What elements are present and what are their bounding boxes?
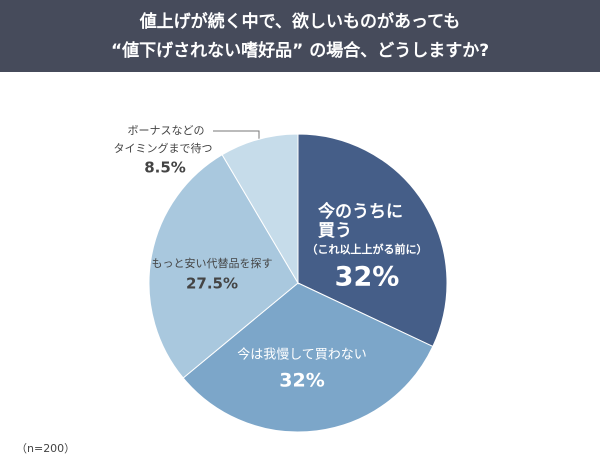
pie-slice	[297, 133, 448, 348]
value-label: 27.5%	[186, 275, 238, 293]
chart-title: 値上げが続く中で、欲しいものがあっても	[139, 11, 461, 32]
pie-slice	[182, 282, 434, 433]
title-bar	[0, 0, 600, 72]
slice-label: もっと安い代替品を探す	[152, 256, 273, 270]
slice-label: 今のうちに	[318, 201, 403, 222]
slice-label: タイミングまで待つ	[114, 141, 213, 155]
value-label: 8.5%	[144, 159, 186, 177]
slice-label: 今は我慢して買わない	[237, 347, 367, 363]
slice-label: 買う	[318, 221, 352, 241]
slice-label: （これ以上上がる前に）	[307, 242, 428, 256]
slice-label: ボーナスなどの	[128, 124, 205, 137]
chart-title: “値下げされない嗜好品” の場合、どうしますか?	[111, 40, 489, 61]
pie-slice	[148, 154, 299, 379]
value-label: 32%	[279, 370, 324, 392]
note: （n=200）	[16, 442, 75, 455]
pie-slice	[221, 133, 299, 285]
value-label: 32%	[335, 262, 400, 293]
